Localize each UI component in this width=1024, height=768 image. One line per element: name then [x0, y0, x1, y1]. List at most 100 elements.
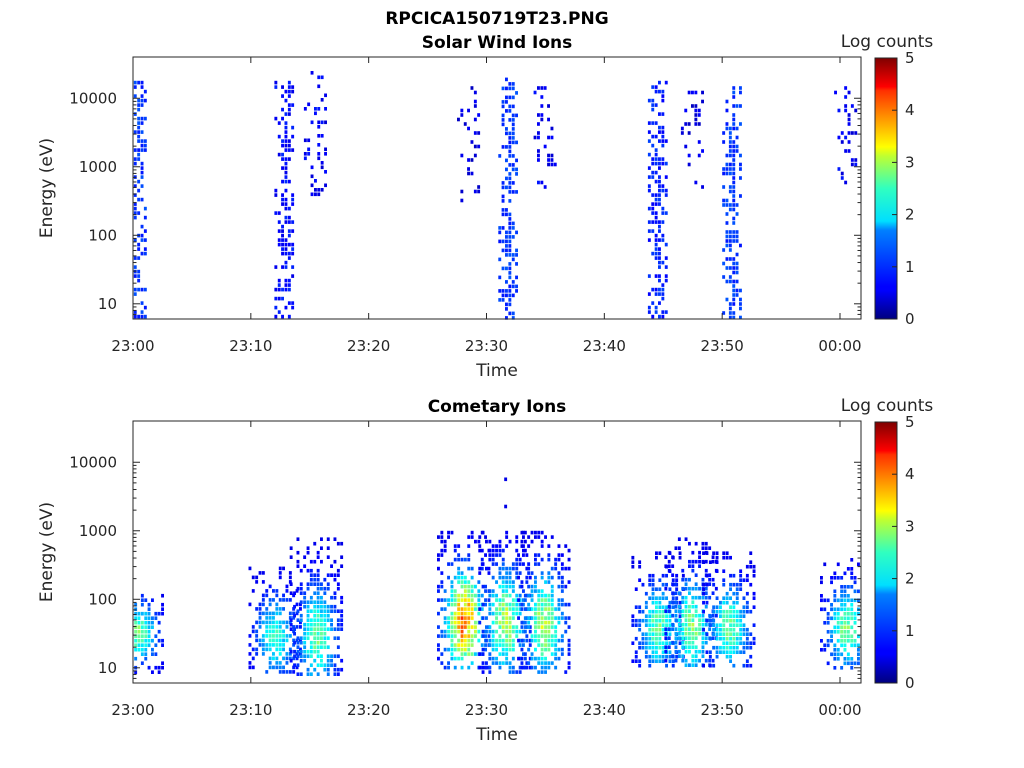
spectrogram-cell: [674, 609, 678, 613]
spectrogram-cell: [550, 126, 554, 131]
spectrogram-cell: [661, 596, 665, 600]
spectrogram-cell: [702, 627, 705, 632]
spectrogram-cell: [752, 605, 756, 609]
spectrogram-cell: [530, 656, 534, 661]
spectrogram-cell: [840, 585, 844, 589]
spectrogram-cell: [488, 539, 492, 544]
spectrogram-cell: [261, 580, 265, 584]
x-tick-label: 23:20: [347, 337, 390, 355]
spectrogram-cell: [511, 293, 515, 298]
spectrogram-cell: [651, 654, 655, 659]
spectrogram-cell: [447, 634, 450, 638]
spectrogram-cell: [336, 582, 340, 586]
spectrogram-cell: [688, 559, 691, 564]
spectrogram-cell: [658, 578, 662, 582]
spectrogram-cell: [742, 609, 746, 614]
spectrogram-cell: [742, 663, 746, 668]
spectrogram-cell: [523, 665, 527, 670]
spectrogram-cell: [711, 555, 715, 559]
spectrogram-cell: [340, 618, 344, 622]
spectrogram-cell: [505, 239, 508, 244]
spectrogram-cell: [681, 631, 685, 636]
spectrogram-cell: [505, 652, 509, 656]
spectrogram-cell: [719, 645, 722, 650]
spectrogram-cell: [151, 620, 154, 625]
spectrogram-cell: [644, 636, 648, 641]
spectrogram-cell: [299, 607, 302, 611]
spectrogram-cell: [460, 108, 464, 113]
spectrogram-cell: [515, 607, 519, 611]
spectrogram-cell: [293, 591, 296, 595]
spectrogram-cell: [133, 184, 137, 188]
spectrogram-cell: [288, 611, 292, 616]
spectrogram-cell: [281, 157, 284, 161]
spectrogram-cell: [508, 199, 512, 203]
spectrogram-cell: [505, 289, 508, 293]
spectrogram-cell: [651, 98, 655, 103]
spectrogram-cell: [336, 586, 340, 591]
spectrogram-cell: [316, 550, 320, 555]
spectrogram-cell: [651, 645, 655, 650]
spectrogram-cell: [144, 656, 148, 661]
spectrogram-cell: [505, 176, 508, 181]
spectrogram-cell: [725, 641, 729, 645]
spectrogram-cell: [722, 167, 726, 171]
spectrogram-cell: [547, 593, 551, 598]
spectrogram-cell: [833, 616, 837, 621]
spectrogram-cell: [544, 629, 547, 634]
spectrogram-cell: [674, 640, 678, 645]
spectrogram-cell: [505, 607, 509, 611]
spectrogram-cell: [258, 625, 262, 629]
spectrogram-cell: [691, 663, 695, 667]
spectrogram-cell: [658, 197, 661, 202]
spectrogram-cell: [651, 202, 655, 206]
spectrogram-cell: [491, 602, 495, 607]
spectrogram-cell: [481, 647, 485, 652]
spectrogram-cell: [295, 638, 299, 643]
spectrogram-cell: [134, 670, 138, 674]
spectrogram-cell: [523, 625, 527, 629]
spectrogram-cell: [674, 546, 678, 550]
spectrogram-cell: [326, 537, 330, 541]
spectrogram-cell: [655, 645, 658, 650]
spectrogram-cell: [501, 643, 505, 647]
spectrogram-cell: [654, 233, 658, 238]
spectrogram-cell: [661, 112, 665, 116]
spectrogram-cell: [522, 553, 525, 557]
spectrogram-cell: [742, 623, 746, 627]
spectrogram-cell: [299, 640, 303, 645]
spectrogram-cell: [278, 598, 282, 602]
spectrogram-cell: [728, 126, 732, 131]
spectrogram-cell: [840, 652, 844, 657]
spectrogram-cell: [463, 584, 467, 589]
spectrogram-cell: [554, 607, 558, 611]
spectrogram-cell: [735, 104, 739, 108]
spectrogram-cell: [564, 616, 568, 620]
spectrogram-cell: [137, 643, 141, 647]
spectrogram-cell: [712, 627, 716, 632]
spectrogram-cell: [658, 596, 662, 600]
spectrogram-cell: [557, 616, 561, 620]
spectrogram-cell: [544, 656, 547, 661]
spectrogram-cell: [739, 306, 742, 311]
spectrogram-cell: [275, 629, 279, 634]
spectrogram-cell: [495, 593, 498, 598]
spectrogram-cell: [520, 625, 524, 629]
spectrogram-cell: [658, 627, 662, 632]
spectrogram-cell: [698, 622, 701, 627]
spectrogram-cell: [722, 569, 726, 573]
spectrogram-cell: [823, 607, 827, 612]
spectrogram-cell: [316, 627, 320, 631]
spectrogram-cell: [671, 600, 675, 604]
spectrogram-cell: [272, 629, 275, 634]
spectrogram-cell: [326, 604, 330, 609]
spectrogram-cell: [505, 244, 508, 248]
spectrogram-cell: [443, 548, 447, 553]
spectrogram-cell: [840, 576, 844, 580]
spectrogram-cell: [320, 586, 323, 591]
spectrogram-cell: [648, 578, 652, 582]
spectrogram-cell: [527, 571, 531, 575]
spectrogram-cell: [688, 636, 691, 640]
spectrogram-cell: [654, 85, 658, 89]
spectrogram-cell: [665, 614, 668, 618]
